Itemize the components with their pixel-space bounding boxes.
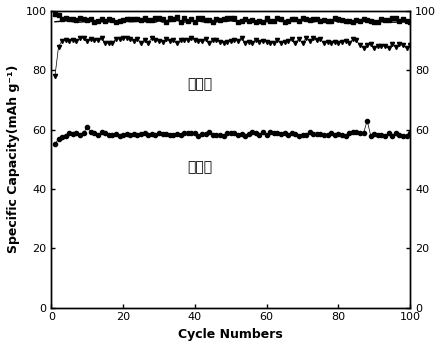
Y-axis label: Specific Capacity(mAh g⁻¹): Specific Capacity(mAh g⁻¹) <box>7 65 20 253</box>
Text: 改性后: 改性后 <box>188 77 213 91</box>
X-axis label: Cycle Numbers: Cycle Numbers <box>179 328 283 341</box>
Text: 改性前: 改性前 <box>188 160 213 174</box>
